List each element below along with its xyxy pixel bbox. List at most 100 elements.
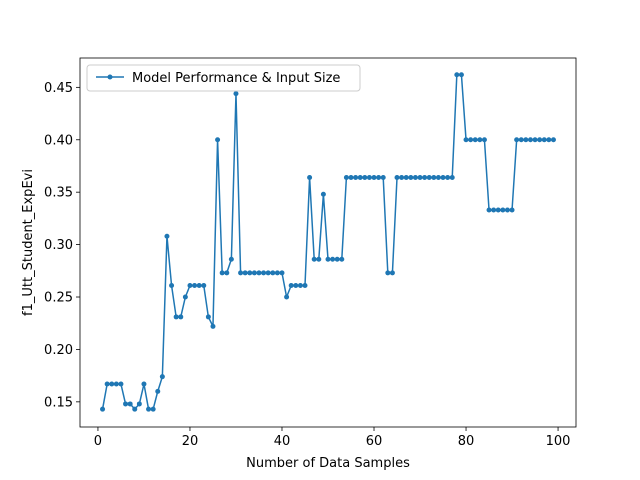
data-point [325,256,331,262]
data-point [261,270,267,276]
data-point [141,381,147,387]
y-tick-label: 0.40 [44,133,73,148]
data-point [426,175,432,181]
plot-area [79,57,577,428]
data-point [458,72,464,78]
data-point [389,270,395,276]
y-tick-label: 0.30 [44,238,73,253]
legend: Model Performance & Input Size [86,64,361,92]
data-point [187,282,193,288]
x-axis-label: Number of Data Samples [246,456,410,471]
data-point [537,137,543,143]
x-tick-label: 40 [274,434,291,449]
data-point [412,175,418,181]
data-point [445,175,451,181]
data-point [118,381,124,387]
data-point [343,175,349,181]
y-tick-label: 0.25 [44,291,73,306]
data-point [500,207,506,213]
data-point [123,401,129,407]
data-point [205,314,211,320]
data-point [541,137,547,143]
data-point [192,282,198,288]
data-point [495,207,501,213]
data-point [233,91,239,97]
data-point [311,256,317,262]
data-point [408,175,414,181]
data-point [454,72,460,78]
data-point [330,256,336,262]
data-point [210,323,216,329]
data-point [104,381,110,387]
data-point [251,270,257,276]
data-point [417,175,423,181]
data-point [435,175,441,181]
data-point [270,270,276,276]
data-point [164,233,170,239]
data-point [394,175,400,181]
legend-marker-swatch [107,74,113,80]
data-point [109,381,115,387]
data-point [146,406,152,412]
data-point [468,137,474,143]
data-point [449,175,455,181]
data-point [127,401,133,407]
data-point [316,256,322,262]
data-point [274,270,280,276]
x-tick-label: 0 [94,434,102,449]
data-point [238,270,244,276]
data-point [514,137,520,143]
data-point [509,207,515,213]
data-point [100,406,106,412]
data-point [228,256,234,262]
x-tick-label: 20 [182,434,199,449]
data-point [136,401,142,407]
data-point [422,175,428,181]
data-point [380,175,386,181]
y-tick-label: 0.45 [44,81,73,96]
series-layer [100,72,556,412]
data-point [132,406,138,412]
data-point [481,137,487,143]
data-point [362,175,368,181]
y-axis-label: f1_Utt_Student_ExpEvi [21,169,36,316]
data-point [256,270,262,276]
x-tick-label: 80 [458,434,475,449]
data-point [532,137,538,143]
data-point [173,314,179,320]
data-point [224,270,230,276]
data-point [371,175,377,181]
data-point [155,388,161,394]
y-tick-label: 0.35 [44,186,73,201]
data-point [219,270,225,276]
data-point [366,175,372,181]
data-point [440,175,446,181]
data-point [399,175,405,181]
data-point [527,137,533,143]
data-point [113,381,119,387]
data-point [265,270,271,276]
data-point [431,175,437,181]
data-point [357,175,363,181]
data-point [150,406,156,412]
data-point [486,207,492,213]
data-point [320,191,326,197]
data-point [504,207,510,213]
data-point [279,270,285,276]
data-point [477,137,483,143]
data-point [472,137,478,143]
data-point [302,282,308,288]
data-point [491,207,497,213]
data-point [215,137,221,143]
data-point [307,175,313,181]
data-point [242,270,248,276]
data-point [159,374,165,380]
data-point [518,137,524,143]
y-tick-label: 0.20 [44,343,73,358]
legend-label: Model Performance & Input Size [132,71,340,86]
data-point [284,294,290,300]
data-point [178,314,184,320]
data-point [297,282,303,288]
axes-frame [79,57,577,428]
data-point [403,175,409,181]
